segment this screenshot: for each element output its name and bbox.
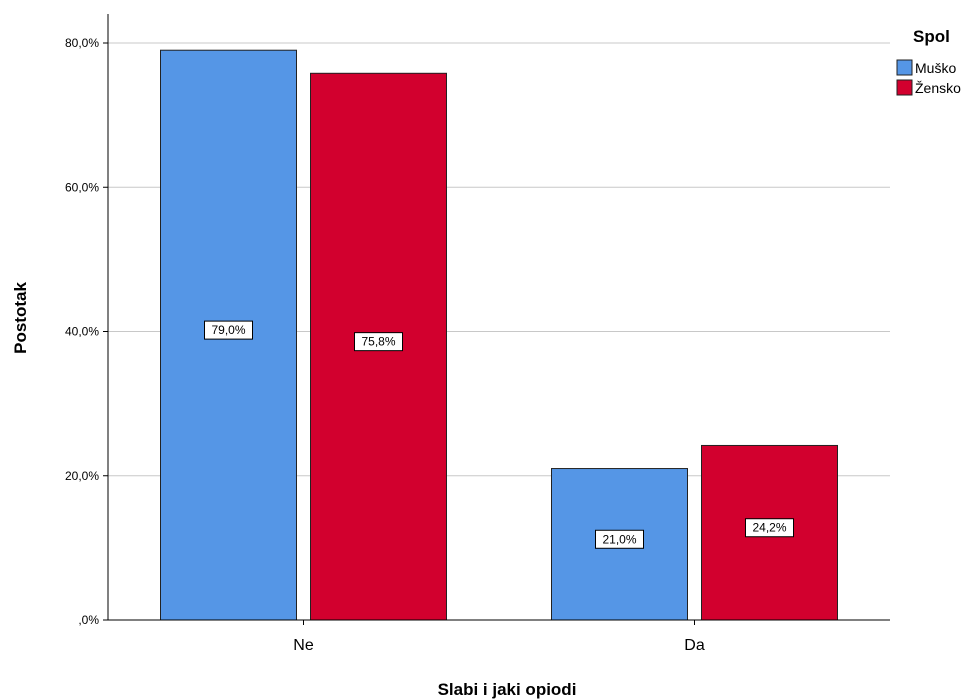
legend-swatch bbox=[896, 59, 913, 76]
data-label: 24,2% bbox=[752, 521, 786, 535]
data-label-box bbox=[204, 320, 253, 340]
data-labels: 79,0% 75,8% 21,0% 24,2% bbox=[204, 320, 794, 549]
y-tick-label: ,0% bbox=[78, 613, 99, 627]
y-tick-labels: ,0% 20,0% 40,0% 60,0% 80,0% bbox=[65, 36, 99, 627]
data-label-box bbox=[595, 529, 644, 549]
x-tick-label: Ne bbox=[293, 637, 314, 654]
data-label-box bbox=[354, 332, 403, 352]
data-label: 79,0% bbox=[211, 323, 245, 337]
x-tick-label: Da bbox=[684, 637, 705, 654]
y-tick-label: 40,0% bbox=[65, 325, 99, 339]
y-tick-label: 80,0% bbox=[65, 36, 99, 50]
data-label: 21,0% bbox=[602, 532, 636, 546]
legend-swatch bbox=[896, 79, 913, 96]
x-tick-labels: Ne Da bbox=[293, 637, 705, 654]
bars bbox=[160, 49, 838, 621]
legend-title: Spol bbox=[913, 27, 950, 46]
legend-entry: Muško bbox=[915, 60, 956, 76]
data-label: 75,8% bbox=[361, 335, 395, 349]
axes bbox=[103, 14, 890, 625]
legend: Spol Muško Žensko bbox=[896, 27, 961, 96]
y-tick-label: 60,0% bbox=[65, 180, 99, 194]
y-axis-title: Postotak bbox=[11, 282, 30, 354]
legend-entry: Žensko bbox=[915, 80, 961, 96]
data-label-box bbox=[745, 518, 794, 538]
y-tick-label: 20,0% bbox=[65, 469, 99, 483]
x-axis-title: Slabi i jaki opiodi bbox=[438, 680, 577, 699]
